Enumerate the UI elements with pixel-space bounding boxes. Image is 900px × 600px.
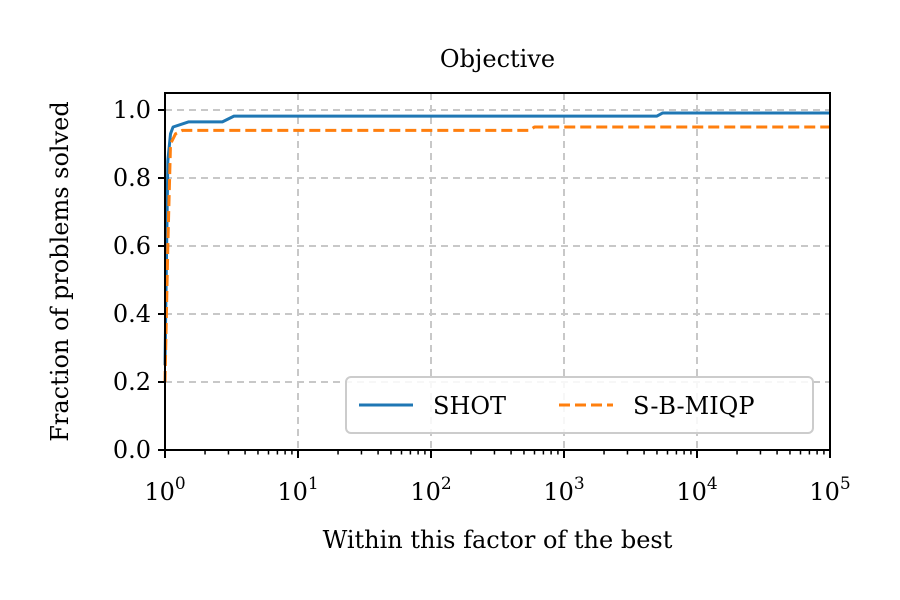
y-tick-label: 0.2 [113,368,151,396]
legend-label: SHOT [433,392,506,420]
chart-title: Objective [440,45,555,73]
y-tick-label: 0.0 [113,436,151,464]
legend-label: S-B-MIQP [633,392,755,420]
y-tick-label: 0.6 [113,232,151,260]
series-lines [163,111,830,383]
plot-frame [164,92,831,451]
x-tick-label: 102 [410,474,451,506]
x-tick-label: 101 [277,474,318,506]
x-axis-label: Within this factor of the best [323,526,673,554]
y-tick-label: 0.4 [113,300,151,328]
y-tick-label: 0.8 [113,164,151,192]
x-tick-label: 105 [809,474,850,506]
y-axis-label: Fraction of problems solved [46,101,74,442]
x-tick-label: 100 [144,474,185,506]
x-tick-label: 103 [543,474,584,506]
x-tick-label: 104 [676,474,717,506]
y-tick-label: 1.0 [113,96,151,124]
ticks: 0.0 0.2 0.4 0.6 0.8 1.0 100 101 102 103 104 105 [113,96,851,506]
series-line-s-b-miqp [163,125,830,383]
legend: SHOT S-B-MIQP [345,376,814,434]
